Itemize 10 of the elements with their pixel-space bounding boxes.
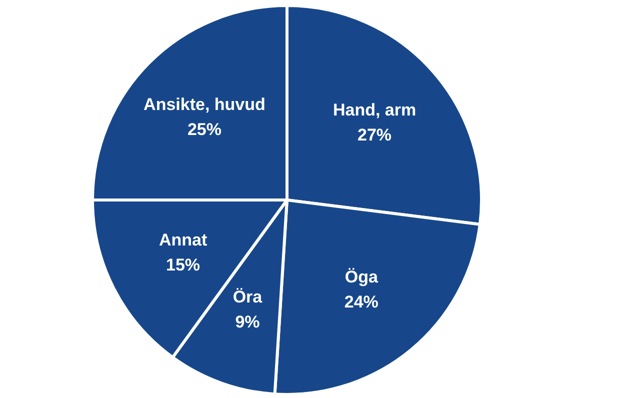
data-label: 27%	[358, 126, 392, 145]
data-label: 15%	[166, 256, 200, 275]
slice-label: Öga	[344, 268, 378, 287]
data-label: 25%	[187, 120, 222, 140]
slice-label: Ansikte, huvud	[144, 95, 266, 114]
data-label: 24%	[344, 292, 378, 312]
slice-label: Öra	[232, 287, 263, 306]
slice-label: Hand, arm	[332, 100, 416, 120]
data-label: 9%	[235, 312, 260, 332]
slice-label: Annat	[158, 230, 208, 250]
